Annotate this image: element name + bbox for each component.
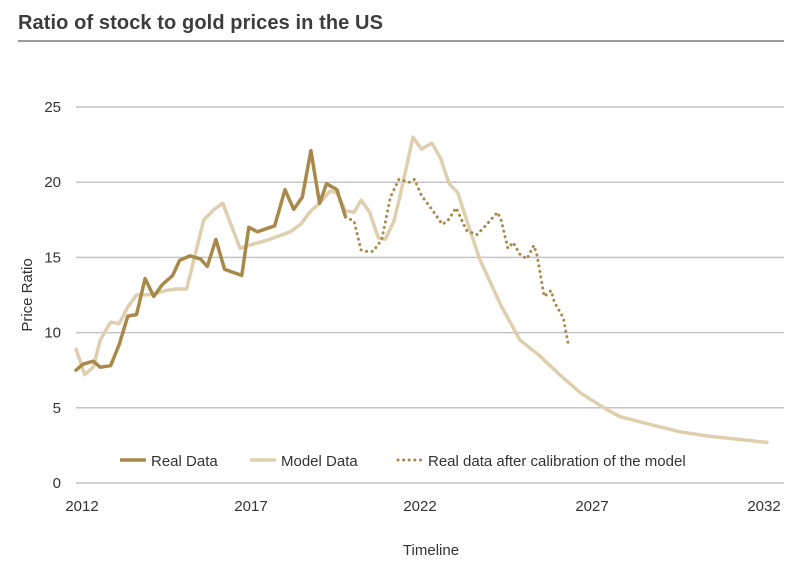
legend-label-real-data: Real Data (151, 453, 218, 470)
chart-title: Ratio of stock to gold prices in the US (18, 12, 384, 34)
x-tick-label: 2032 (747, 498, 780, 515)
y-tick-label: 25 (44, 99, 61, 116)
y-tick-label: 10 (44, 325, 61, 342)
x-axis-label: Timeline (403, 542, 459, 559)
y-tick-label: 15 (44, 249, 61, 266)
x-tick-label: 2017 (234, 498, 267, 515)
x-tick-label: 2022 (403, 498, 436, 515)
title-divider (18, 40, 784, 42)
legend-label-calibrated-data: Real data after calibration of the model (428, 453, 686, 470)
series-lines (74, 135, 769, 445)
x-tick-label: 2012 (65, 498, 98, 515)
y-tick-labels: 0 5 10 15 20 25 (44, 99, 61, 492)
y-axis-label: Price Ratio (19, 258, 36, 331)
x-tick-label: 2027 (575, 498, 608, 515)
y-tick-label: 0 (53, 475, 61, 492)
legend-label-model-data: Model Data (281, 453, 358, 470)
legend: Real Data Model Data Real data after cal… (120, 453, 686, 470)
y-tick-label: 5 (53, 400, 61, 417)
series-line-calibrated-data (344, 177, 570, 347)
gridlines (76, 106, 784, 484)
series-line-real-data (74, 148, 348, 372)
y-tick-label: 20 (44, 174, 61, 191)
x-tick-labels: 2012 2017 2022 2027 2032 (65, 498, 780, 515)
